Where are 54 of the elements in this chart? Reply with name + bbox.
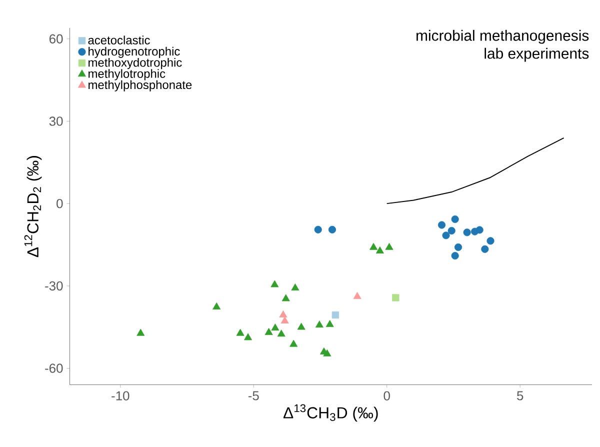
point <box>353 292 362 300</box>
point <box>323 350 332 357</box>
legend-label: methylphosphonate <box>88 80 192 92</box>
x-tick-label: -5 <box>248 391 259 401</box>
point <box>236 329 244 336</box>
point <box>451 216 459 224</box>
point <box>454 244 462 252</box>
point <box>438 221 446 229</box>
legend-label: hydrogenotrophic <box>88 47 180 58</box>
point <box>271 324 280 331</box>
point <box>448 227 456 235</box>
point <box>279 310 288 318</box>
y-axis-title: Δ$^{12}$CH$_{2}$D$_{2}$ (‰) <box>24 156 42 258</box>
point <box>332 312 340 319</box>
point <box>326 320 334 328</box>
point <box>314 226 322 234</box>
point <box>264 328 273 336</box>
point <box>212 302 221 310</box>
annotation: lab experiments <box>484 48 589 62</box>
point <box>291 284 300 291</box>
point <box>486 237 494 245</box>
point <box>476 226 484 234</box>
y-tick-label: 60 <box>50 34 63 44</box>
x-tick-label: 5 <box>517 391 524 401</box>
point <box>277 330 286 337</box>
y-tick-label: 30 <box>49 116 63 126</box>
x-axis-title: Δ$^{13}$CH$_{3}$D (‰) <box>283 404 378 422</box>
point <box>451 252 459 260</box>
point <box>328 226 336 234</box>
point <box>315 320 324 328</box>
y-tick-label: -60 <box>45 364 63 374</box>
point <box>370 243 378 250</box>
point <box>442 232 450 240</box>
point <box>136 329 145 336</box>
point <box>270 280 279 288</box>
point <box>297 323 306 330</box>
legend-label: methoxydotrophic <box>88 58 182 70</box>
y-tick-label: -30 <box>45 282 63 291</box>
point <box>376 246 384 254</box>
legend-label: acetoclastic <box>88 36 150 45</box>
legend-label: methylotrophic <box>88 69 166 81</box>
x-tick-label: 0 <box>384 391 390 401</box>
point <box>481 246 489 254</box>
point <box>282 294 290 302</box>
point <box>290 340 298 347</box>
point <box>463 228 471 236</box>
point <box>392 294 400 302</box>
point <box>385 243 394 250</box>
x-tick-label: -10 <box>112 391 130 401</box>
annotation: microbial methanogenesis <box>416 30 589 44</box>
line-series <box>386 138 564 204</box>
y-tick-label: 0 <box>56 199 63 208</box>
point <box>280 316 289 324</box>
point <box>244 333 252 340</box>
